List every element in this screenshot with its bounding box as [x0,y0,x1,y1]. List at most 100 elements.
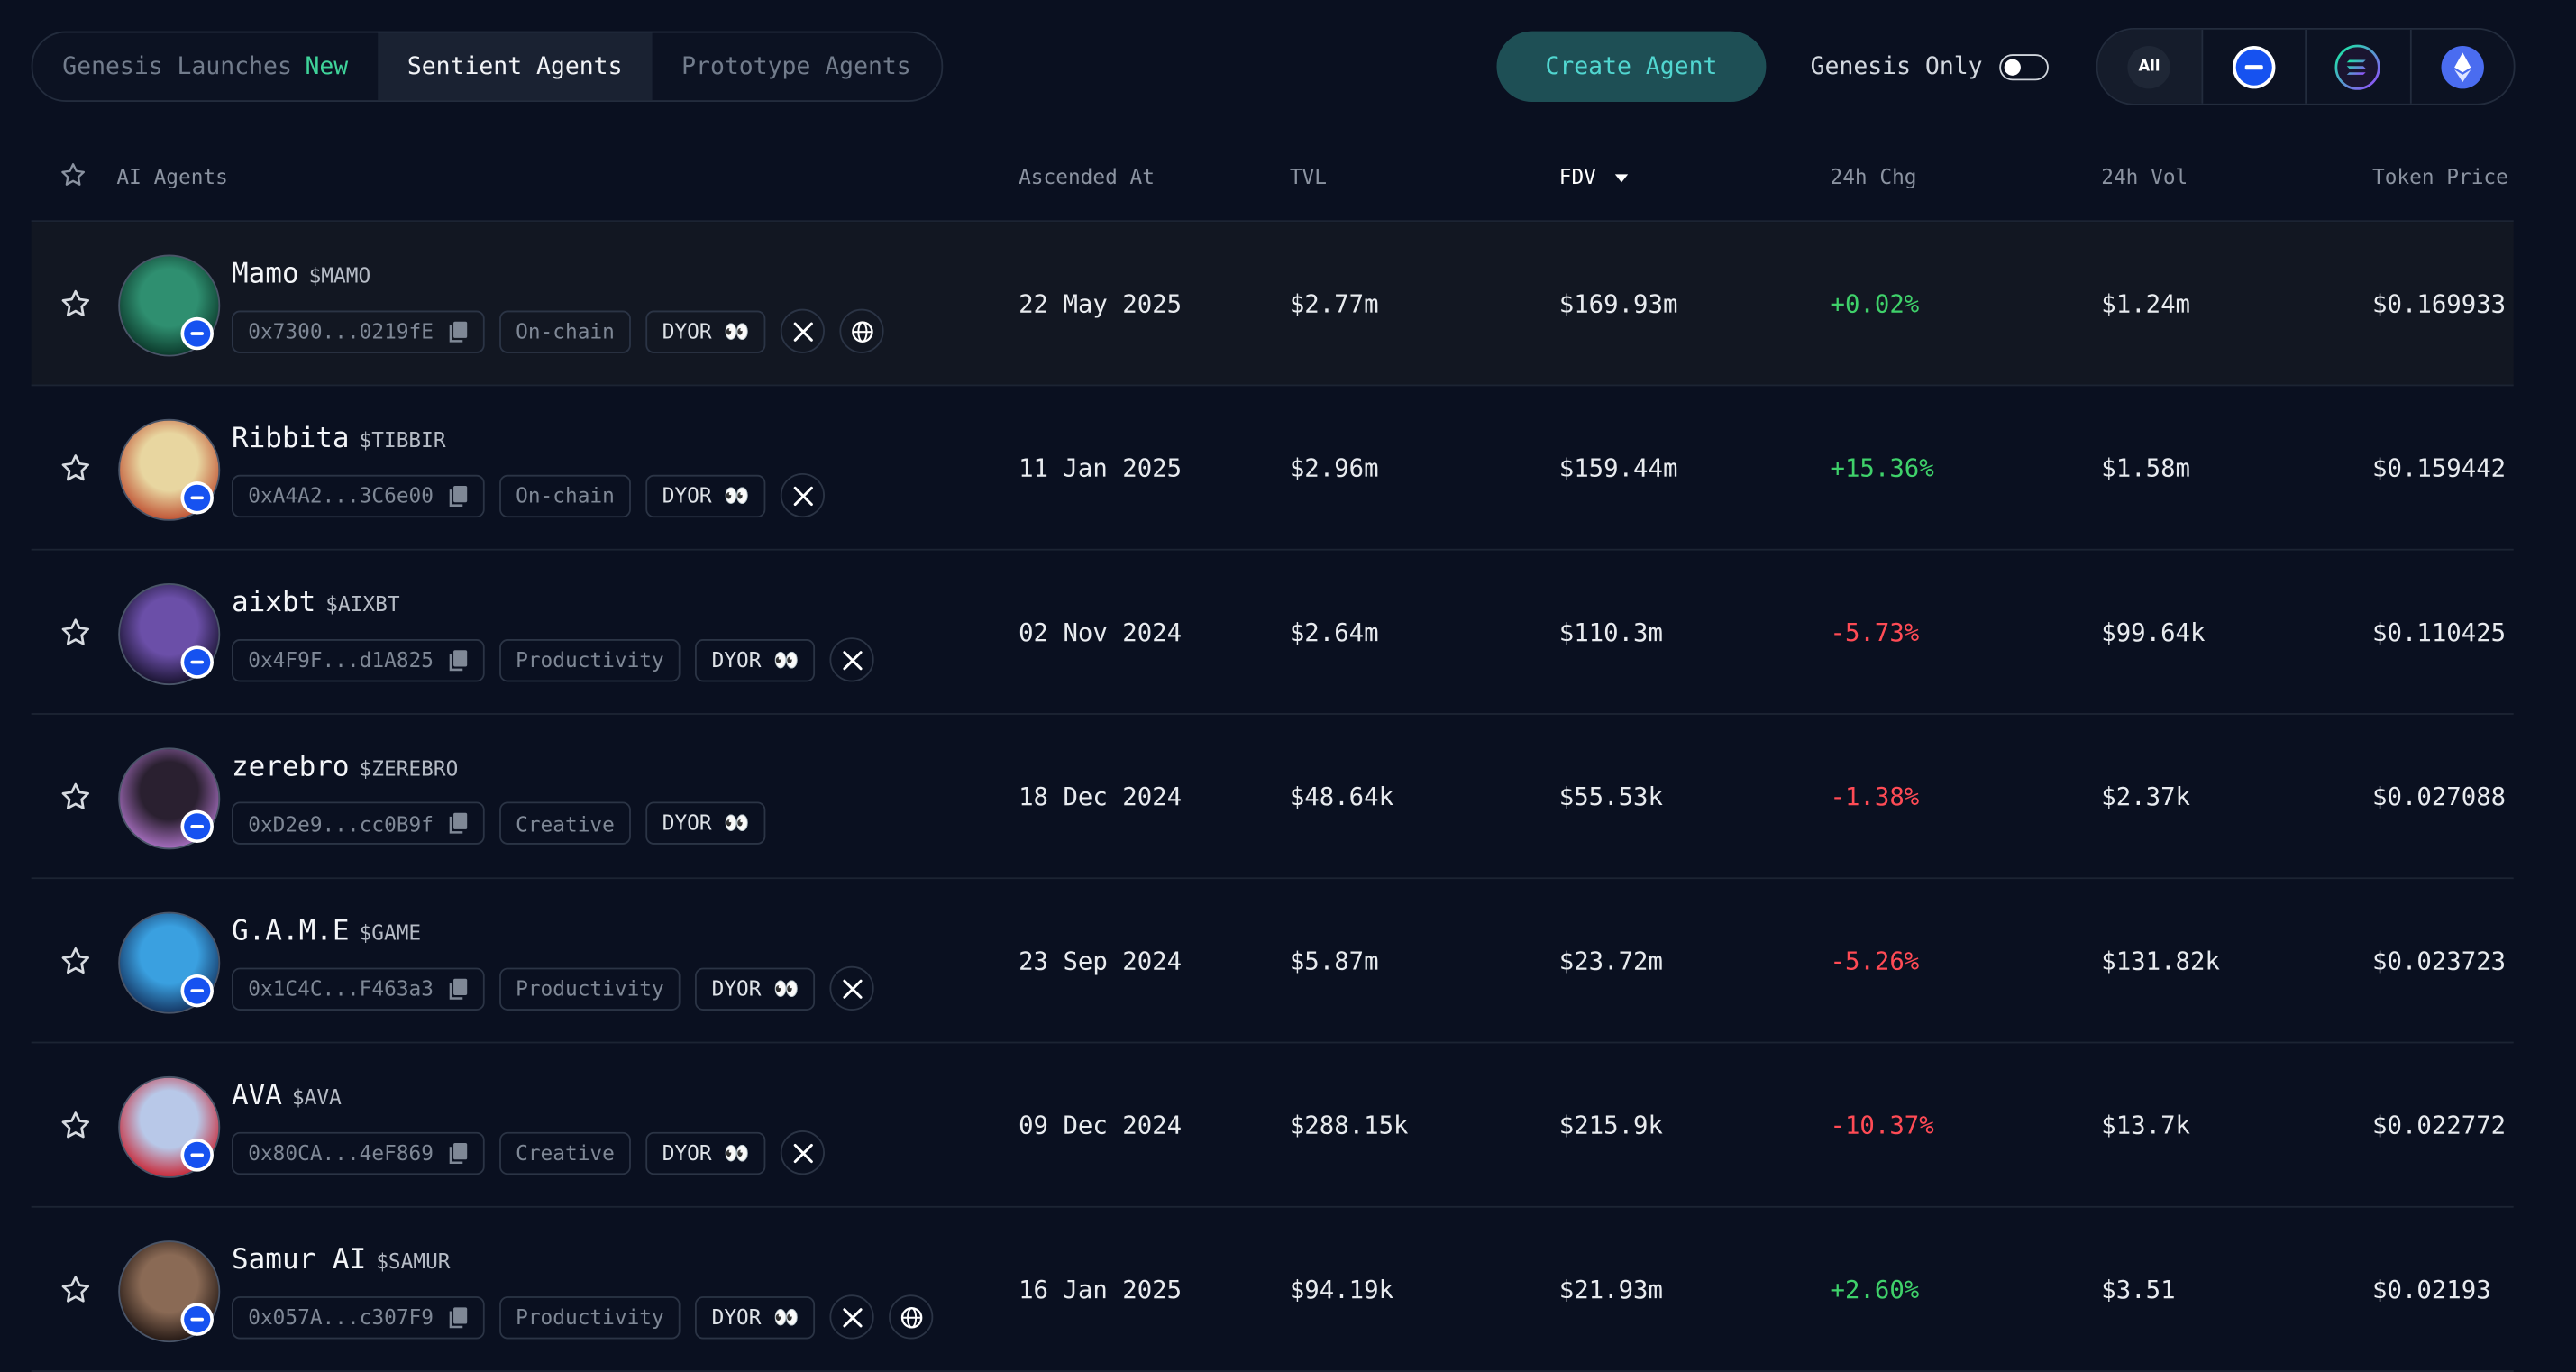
copy-icon[interactable] [448,648,468,672]
star-icon[interactable] [59,288,92,320]
star-icon[interactable] [59,1109,92,1141]
solana-icon [2334,43,2381,89]
fdv-value: $21.93m [1558,1275,1663,1305]
table-row[interactable]: aixbt $AIXBT 0x4F9F...d1A825 Productivity… [31,551,2514,715]
star-icon[interactable] [59,781,92,813]
agent-meta: 0x4F9F...d1A825 Productivity DYOR 👀 [232,637,875,682]
agent-name-text: Ribbita [232,422,350,455]
base-chain-badge [180,974,214,1008]
base-chain-badge [180,316,214,351]
agent-avatar[interactable] [118,583,221,686]
chain-base-button[interactable] [2200,29,2306,104]
x-icon [843,1307,863,1327]
base-chain-badge [180,481,214,515]
website-button[interactable] [889,1294,935,1340]
column-token-price[interactable]: Token Price [2371,164,2508,189]
column-fdv[interactable]: FDV [1559,164,1629,189]
contract-address[interactable]: 0x057A...c307F9 [232,1295,485,1339]
agent-name[interactable]: aixbt $AIXBT [232,587,400,619]
agent-ticker: $SAMUR [376,1249,451,1274]
table-row[interactable]: Mamo $MAMO 0x7300...0219fE On-chain DYOR … [31,222,2514,387]
contract-address[interactable]: 0xD2e9...cc0B9f [232,801,485,845]
sort-down-icon [1614,174,1629,183]
x-social-button[interactable] [781,308,826,353]
table-header: AI Agents Ascended At TVL FDV 24h Chg 24… [31,142,2514,223]
table-row[interactable]: Ribbita $TIBBIR 0xA4A2...3C6e00 On-chain … [31,386,2514,551]
table-row[interactable]: AVA $AVA 0x80CA...4eF869 Creative DYOR 👀 … [31,1043,2514,1208]
agent-name[interactable]: Samur AI $SAMUR [232,1244,451,1276]
base-chain-badge [180,1303,214,1336]
copy-icon[interactable] [448,1141,468,1165]
chain-solana-button[interactable] [2305,29,2409,104]
table-row[interactable]: G.A.M.E $GAME 0x1C4C...F463a3 Productivit… [31,879,2514,1044]
star-icon[interactable] [59,1274,92,1306]
fdv-value: $110.3m [1558,617,1663,648]
ascended-at: 18 Dec 2024 [1019,782,1183,812]
volume-24h: $1.58m [2101,453,2191,483]
agent-ticker: $AVA [291,1084,342,1110]
category-tag: Productivity [498,638,681,681]
copy-icon[interactable] [448,320,468,343]
x-social-button[interactable] [830,965,875,1011]
chain-ethereum-button[interactable] [2408,29,2514,104]
agent-name[interactable]: AVA $AVA [232,1080,342,1112]
x-social-button[interactable] [781,1130,826,1175]
change-24h: -1.38% [1830,782,1920,812]
dyor-tag[interactable]: DYOR 👀 [695,638,816,681]
star-icon[interactable] [59,617,92,649]
globe-icon [900,1306,923,1328]
copy-icon[interactable] [448,811,468,835]
dyor-tag[interactable]: DYOR 👀 [645,801,766,845]
agent-name[interactable]: Ribbita $TIBBIR [232,422,446,454]
copy-icon[interactable] [448,1305,468,1329]
contract-address[interactable]: 0x4F9F...d1A825 [232,638,485,681]
agent-name[interactable]: zerebro $ZEREBRO [232,751,458,783]
ethereum-icon [2441,45,2484,88]
dyor-tag[interactable]: DYOR 👀 [695,966,816,1011]
tab-label: Sentient Agents [406,53,623,80]
chain-all-button[interactable]: All [2097,29,2201,104]
tab-sentient-agents[interactable]: Sentient Agents [378,32,653,101]
dyor-tag[interactable]: DYOR 👀 [645,309,766,352]
x-social-button[interactable] [781,472,826,518]
dyor-tag[interactable]: DYOR 👀 [645,1130,766,1175]
star-icon[interactable] [59,161,87,189]
agent-name-text: zerebro [232,750,350,784]
website-button[interactable] [839,308,885,353]
contract-address[interactable]: 0x7300...0219fE [232,309,485,352]
agent-name[interactable]: Mamo $MAMO [232,258,370,290]
table-row[interactable]: Samur AI $SAMUR 0x057A...c307F9 Productiv… [31,1208,2514,1372]
x-social-button[interactable] [830,1294,875,1340]
contract-address[interactable]: 0xA4A2...3C6e00 [232,473,485,517]
address-text: 0x80CA...4eF869 [248,1139,434,1166]
agent-ticker: $GAME [359,919,422,946]
column-tvl[interactable]: TVL [1289,164,1327,189]
tab-prototype-agents[interactable]: Prototype Agents [652,32,940,100]
dyor-tag[interactable]: DYOR 👀 [695,1295,816,1339]
star-icon[interactable] [59,452,92,484]
agent-name[interactable]: G.A.M.E $GAME [232,915,421,947]
copy-icon[interactable] [448,484,468,508]
dyor-tag[interactable]: DYOR 👀 [645,473,766,517]
agent-ticker: $TIBBIR [359,426,446,453]
new-badge: New [305,53,349,80]
contract-address[interactable]: 0x1C4C...F463a3 [232,966,485,1011]
category-tag: On-chain [498,309,632,352]
column-24h-chg[interactable]: 24h Chg [1830,164,1917,189]
table-row[interactable]: zerebro $ZEREBRO 0xD2e9...cc0B9f Creative… [31,715,2514,880]
agent-ticker: $ZEREBRO [359,755,459,781]
x-icon [793,1143,813,1163]
create-agent-button[interactable]: Create Agent [1496,31,1767,103]
agent-ticker: $MAMO [308,262,371,288]
category-tag: Productivity [498,966,681,1011]
genesis-only-toggle[interactable] [1998,53,2049,80]
star-icon[interactable] [59,945,92,977]
contract-address[interactable]: 0x80CA...4eF869 [232,1130,485,1175]
ascended-at: 23 Sep 2024 [1019,946,1183,976]
copy-icon[interactable] [448,977,468,1001]
column-24h-vol[interactable]: 24h Vol [2101,164,2188,189]
x-social-button[interactable] [830,637,875,682]
agent-meta: 0x1C4C...F463a3 Productivity DYOR 👀 [232,965,875,1011]
tab-genesis-launches[interactable]: Genesis Launches New [32,32,378,100]
column-ascended-at[interactable]: Ascended At [1019,164,1155,189]
